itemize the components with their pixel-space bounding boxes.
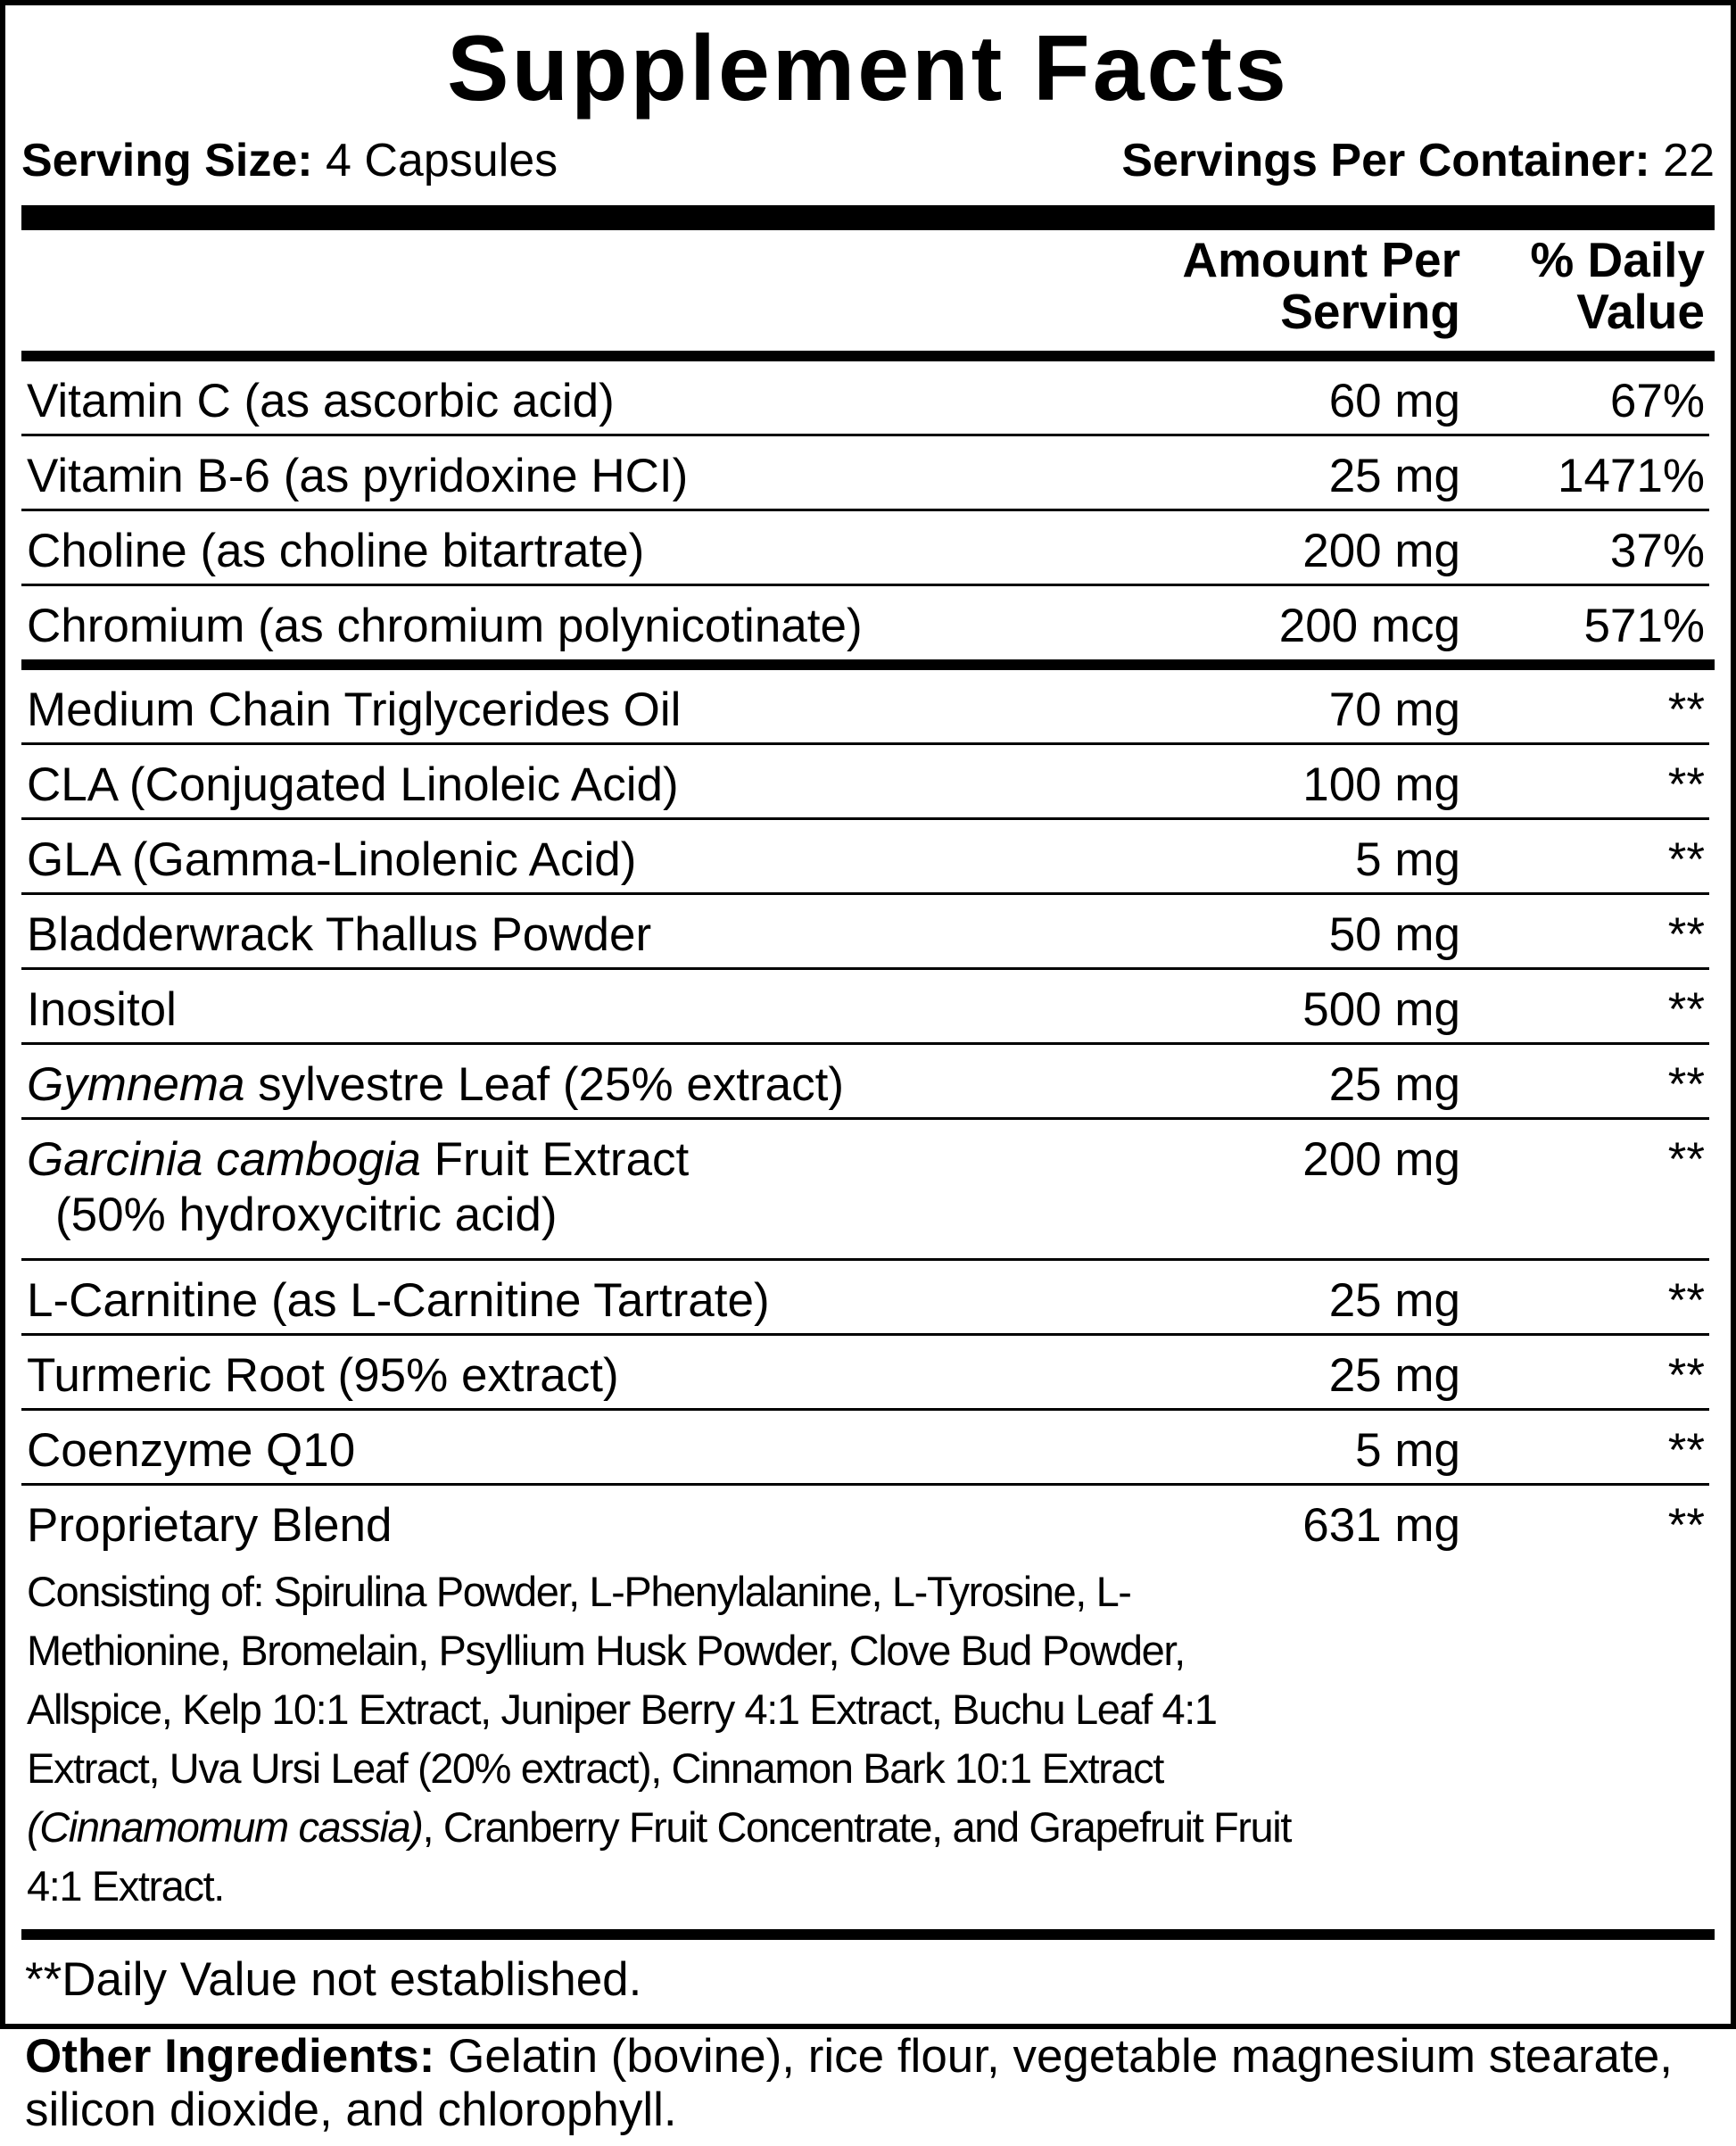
nutrient-row: Vitamin B-6 (as pyridoxine HCI) 25 mg 1471…: [21, 436, 1709, 511]
ingredient-rows: Medium Chain Triglycerides Oil 70 mg ** CL…: [21, 670, 1709, 1925]
nutrient-row: Choline (as choline bitartrate) 200 mg 37%: [21, 511, 1709, 586]
nutrient-dv: 571%: [1583, 600, 1705, 652]
blend-description-text: , Cranberry Fruit Concentrate, and Grape…: [27, 1803, 1292, 1910]
dv-header-line: % Daily: [1530, 232, 1705, 287]
blend-description: Consisting of: Spirulina Powder, L-Pheny…: [27, 1562, 1294, 1916]
blend-description-text: Consisting of: Spirulina Powder, L-Pheny…: [27, 1568, 1218, 1792]
ingredient-row: L-Carnitine (as L-Carnitine Tartrate) 25 …: [21, 1261, 1709, 1336]
amount-header-line: Amount Per: [1182, 232, 1460, 287]
ingredient-dv: **: [1667, 1274, 1705, 1327]
ingredient-dv: **: [1667, 983, 1705, 1036]
ingredient-dv: **: [1667, 1499, 1705, 1552]
medium-divider: [21, 1929, 1715, 1940]
ingredient-row: CLA (Conjugated Linoleic Acid) 100 mg **: [21, 745, 1709, 820]
servings-per-container: Servings Per Container: 22: [1121, 134, 1715, 187]
ingredient-name: Turmeric Root (95% extract): [27, 1349, 619, 1402]
nutrient-amount: 200 mg: [1302, 525, 1460, 577]
ingredient-name: Bladderwrack Thallus Powder: [27, 908, 652, 961]
vitamin-rows: Vitamin C (as ascorbic acid) 60 mg 67% Vit…: [21, 361, 1709, 661]
ingredient-name: GLA (Gamma-Linolenic Acid): [27, 833, 637, 886]
ingredient-amount: 5 mg: [1355, 1424, 1460, 1477]
ingredient-amount: 5 mg: [1355, 833, 1460, 886]
other-ingredients-label: Other Ingredients:: [25, 2030, 435, 2083]
ingredient-name-italic: Garcinia cambogia: [27, 1133, 421, 1186]
other-ingredients-text: Gelatin (bovine), rice flour, vegetable …: [25, 2030, 1673, 2136]
ingredient-dv: **: [1667, 1424, 1705, 1477]
ingredient-amount: 25 mg: [1328, 1274, 1460, 1327]
nutrient-amount: 60 mg: [1328, 375, 1460, 427]
dv-header: % Daily Value: [1530, 234, 1705, 337]
ingredient-dv: **: [1667, 1133, 1705, 1186]
ingredient-dv: **: [1667, 1058, 1705, 1111]
ingredient-dv: **: [1667, 758, 1705, 811]
ingredient-dv: **: [1667, 1349, 1705, 1402]
footnote: **Daily Value not established.: [25, 1953, 642, 2006]
nutrient-name: Chromium (as chromium polynicotinate): [27, 600, 863, 652]
proprietary-blend-row: Proprietary Blend 631 mg ** Consisting o…: [21, 1486, 1709, 1925]
thick-divider: [21, 205, 1715, 230]
blend-description-italic: (Cinnamomum cassia): [27, 1803, 424, 1851]
nutrient-amount: 200 mcg: [1278, 600, 1460, 652]
ingredient-name: Gymnema sylvestre Leaf (25% extract): [27, 1057, 844, 1113]
ingredient-amount: 50 mg: [1328, 908, 1460, 961]
ingredient-name-rest: sylvestre Leaf (25% extract): [244, 1058, 845, 1111]
ingredient-row: Gymnema sylvestre Leaf (25% extract) 25 m…: [21, 1045, 1709, 1120]
ingredient-name: Medium Chain Triglycerides Oil: [27, 684, 682, 736]
ingredient-row: Turmeric Root (95% extract) 25 mg **: [21, 1336, 1709, 1411]
ingredient-name: Coenzyme Q10: [27, 1424, 356, 1477]
ingredient-name-sub: (50% hydroxycitric acid): [55, 1189, 558, 1241]
ingredient-name-italic: Gymnema: [27, 1058, 245, 1111]
amount-header: Amount Per Serving: [1182, 234, 1460, 337]
ingredient-dv: **: [1667, 908, 1705, 961]
ingredient-row: GLA (Gamma-Linolenic Acid) 5 mg **: [21, 820, 1709, 895]
servings-per-container-value: 22: [1649, 135, 1715, 186]
serving-size: Serving Size: 4 Capsules: [21, 134, 558, 187]
other-ingredients: Other Ingredients: Gelatin (bovine), ric…: [25, 2030, 1709, 2137]
nutrient-name: Vitamin B-6 (as pyridoxine HCI): [27, 450, 689, 502]
ingredient-row: Medium Chain Triglycerides Oil 70 mg **: [21, 670, 1709, 745]
ingredient-name: Garcinia cambogia Fruit Extract (50% hydr…: [27, 1132, 689, 1243]
nutrient-row: Chromium (as chromium polynicotinate) 200…: [21, 586, 1709, 661]
ingredient-row: Bladderwrack Thallus Powder 50 mg **: [21, 895, 1709, 970]
nutrient-dv: 37%: [1609, 525, 1705, 577]
nutrient-name: Choline (as choline bitartrate): [27, 525, 645, 577]
ingredient-dv: **: [1667, 833, 1705, 886]
ingredient-amount: 500 mg: [1302, 983, 1460, 1036]
ingredient-amount: 70 mg: [1328, 684, 1460, 736]
medium-divider: [21, 351, 1715, 361]
ingredient-name-rest: Fruit Extract: [420, 1133, 690, 1186]
ingredient-amount: 631 mg: [1302, 1499, 1460, 1552]
ingredient-amount: 25 mg: [1328, 1349, 1460, 1402]
servings-per-container-label: Servings Per Container:: [1121, 135, 1650, 186]
ingredient-row: Garcinia cambogia Fruit Extract (50% hydr…: [21, 1120, 1709, 1261]
serving-info: Serving Size: 4 Capsules Servings Per Co…: [21, 134, 1715, 187]
nutrient-row: Vitamin C (as ascorbic acid) 60 mg 67%: [21, 361, 1709, 436]
nutrient-name: Vitamin C (as ascorbic acid): [27, 375, 615, 427]
ingredient-name: Inositol: [27, 983, 177, 1036]
ingredient-amount: 200 mg: [1302, 1133, 1460, 1186]
serving-size-label: Serving Size:: [21, 135, 313, 186]
nutrient-dv: 1471%: [1557, 450, 1705, 502]
nutrient-amount: 25 mg: [1328, 450, 1460, 502]
ingredient-name: L-Carnitine (as L-Carnitine Tartrate): [27, 1274, 770, 1327]
serving-size-value: 4 Capsules: [312, 135, 558, 186]
ingredient-row: Inositol 500 mg **: [21, 970, 1709, 1045]
medium-divider: [21, 659, 1715, 670]
nutrient-dv: 67%: [1609, 375, 1705, 427]
panel-title: Supplement Facts: [447, 17, 1289, 120]
ingredient-dv: **: [1667, 684, 1705, 736]
ingredient-row: Coenzyme Q10 5 mg **: [21, 1411, 1709, 1486]
ingredient-amount: 25 mg: [1328, 1058, 1460, 1111]
amount-header-line: Serving: [1280, 284, 1460, 339]
dv-header-line: Value: [1576, 284, 1705, 339]
column-header: Amount Per Serving % Daily Value: [21, 230, 1709, 351]
ingredient-name: CLA (Conjugated Linoleic Acid): [27, 758, 679, 811]
ingredient-name: Proprietary Blend: [27, 1499, 393, 1552]
supplement-facts-panel: [0, 0, 1736, 2029]
ingredient-amount: 100 mg: [1302, 758, 1460, 811]
